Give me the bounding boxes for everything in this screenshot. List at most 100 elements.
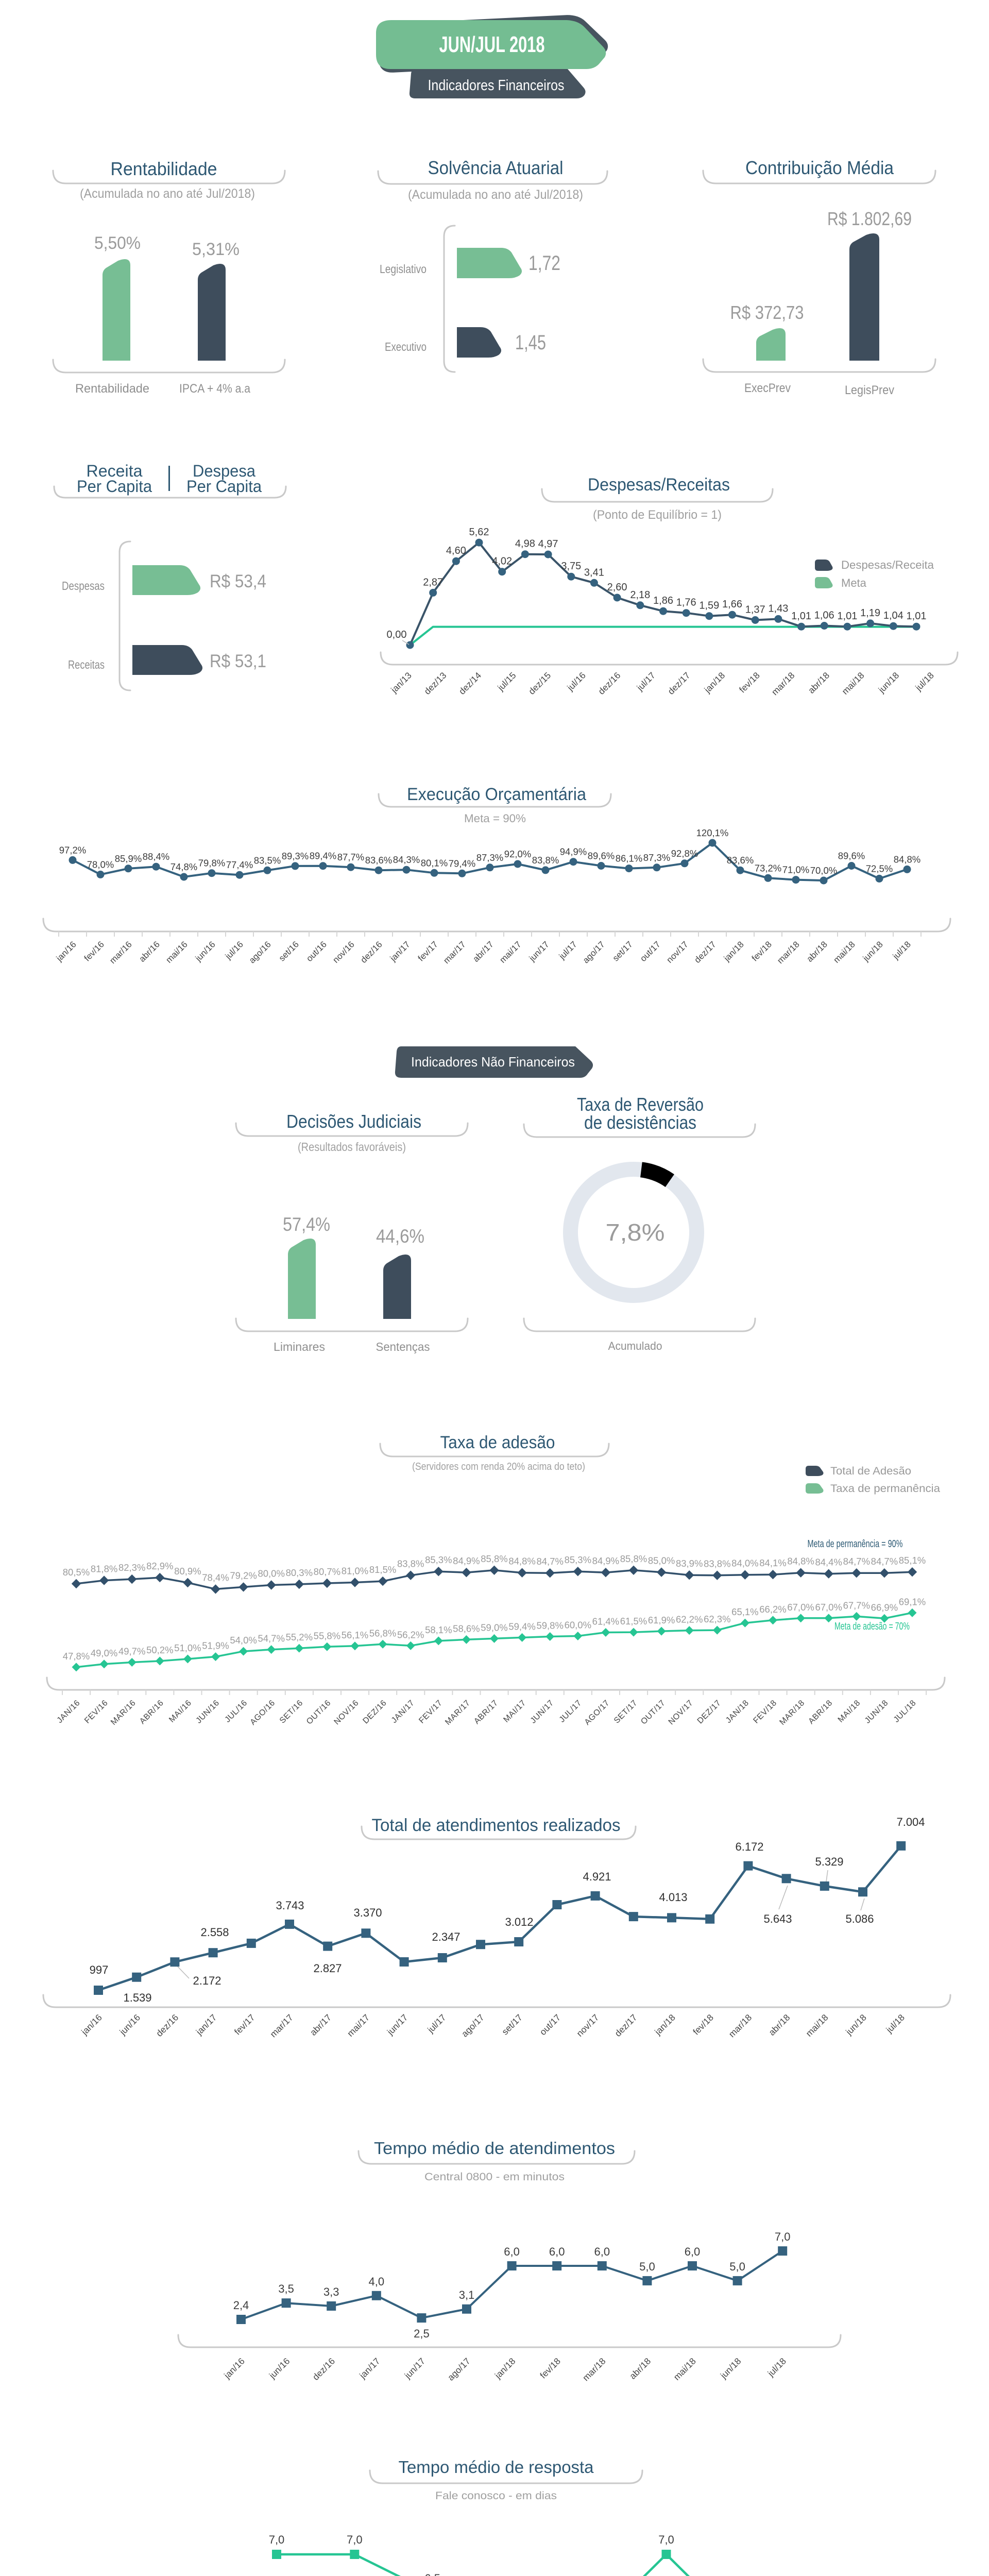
- svg-text:MAR/16: MAR/16: [109, 1699, 138, 1727]
- svg-text:jun/18: jun/18: [861, 939, 885, 963]
- svg-text:4,97: 4,97: [538, 538, 558, 550]
- svg-text:55,2%: 55,2%: [286, 1632, 313, 1642]
- svg-text:59,8%: 59,8%: [536, 1620, 563, 1631]
- svg-text:dez/16: dez/16: [311, 2356, 337, 2382]
- svg-text:mai/17: mai/17: [498, 939, 523, 965]
- svg-text:1,37: 1,37: [745, 604, 765, 616]
- svg-text:4,60: 4,60: [446, 545, 466, 556]
- svg-text:ago/17: ago/17: [459, 2012, 486, 2039]
- svg-text:dez/16: dez/16: [154, 2012, 180, 2039]
- svg-text:nov/16: nov/16: [331, 939, 356, 965]
- svg-text:Per Capita: Per Capita: [186, 477, 262, 496]
- svg-text:(Ponto de Equilíbrio = 1): (Ponto de Equilíbrio = 1): [593, 508, 722, 522]
- svg-text:jun/16: jun/16: [193, 939, 217, 963]
- svg-text:1,01: 1,01: [791, 611, 811, 622]
- svg-text:51,0%: 51,0%: [174, 1642, 201, 1653]
- svg-text:2.827: 2.827: [313, 1962, 342, 1975]
- svg-text:Despesa: Despesa: [193, 462, 255, 480]
- svg-text:5.329: 5.329: [815, 1855, 843, 1868]
- svg-text:JUL/18: JUL/18: [892, 1699, 918, 1724]
- svg-text:3,5: 3,5: [278, 2282, 294, 2295]
- svg-text:fev/18: fev/18: [737, 670, 762, 695]
- svg-text:out/16: out/16: [304, 939, 329, 963]
- svg-text:89,6%: 89,6%: [838, 851, 865, 861]
- svg-text:jun/17: jun/17: [385, 2012, 410, 2038]
- svg-text:FEV/17: FEV/17: [417, 1699, 444, 1725]
- svg-text:Rentabilidade: Rentabilidade: [75, 382, 149, 396]
- svg-text:nov/17: nov/17: [574, 2012, 601, 2039]
- svg-text:56,8%: 56,8%: [369, 1628, 396, 1638]
- svg-text:1,04: 1,04: [883, 610, 903, 621]
- svg-text:84,3%: 84,3%: [393, 854, 420, 865]
- svg-text:jul/16: jul/16: [223, 939, 245, 961]
- svg-text:2.558: 2.558: [200, 1926, 229, 1939]
- svg-text:85,8%: 85,8%: [620, 1553, 647, 1564]
- svg-text:58,6%: 58,6%: [453, 1623, 480, 1634]
- svg-text:5,31%: 5,31%: [192, 240, 240, 259]
- svg-text:5,0: 5,0: [639, 2260, 655, 2273]
- svg-text:dez/15: dez/15: [526, 670, 553, 697]
- svg-text:ABR/18: ABR/18: [807, 1699, 834, 1726]
- svg-text:50,2%: 50,2%: [146, 1645, 173, 1655]
- svg-text:mar/18: mar/18: [775, 939, 802, 965]
- svg-text:jun/18: jun/18: [718, 2356, 743, 2381]
- svg-text:Despesas/Receitas: Despesas/Receitas: [588, 475, 730, 495]
- svg-text:56,1%: 56,1%: [342, 1630, 368, 1640]
- svg-text:OUT/17: OUT/17: [639, 1699, 667, 1726]
- svg-text:1,76: 1,76: [676, 597, 696, 608]
- svg-text:OUT/16: OUT/16: [305, 1699, 333, 1726]
- svg-text:7,0: 7,0: [658, 2533, 674, 2546]
- svg-text:84,9%: 84,9%: [592, 1555, 619, 1566]
- svg-text:83,8%: 83,8%: [704, 1558, 730, 1569]
- svg-text:jul/18: jul/18: [913, 670, 935, 693]
- svg-text:LegisPrev: LegisPrev: [845, 383, 894, 397]
- svg-text:Contribuição Média: Contribuição Média: [745, 157, 894, 178]
- svg-text:fev/17: fev/17: [232, 2012, 257, 2037]
- svg-text:73,2%: 73,2%: [755, 862, 781, 873]
- svg-text:4.013: 4.013: [659, 1891, 687, 1904]
- svg-text:65,1%: 65,1%: [731, 1606, 758, 1617]
- svg-text:87,7%: 87,7%: [337, 852, 364, 862]
- svg-text:3.743: 3.743: [276, 1899, 304, 1912]
- svg-text:6,0: 6,0: [549, 2245, 565, 2258]
- svg-text:2.172: 2.172: [193, 1974, 221, 1987]
- svg-text:5,0: 5,0: [729, 2260, 745, 2273]
- svg-text:58,1%: 58,1%: [425, 1624, 452, 1635]
- svg-text:Total de Adesão: Total de Adesão: [830, 1465, 911, 1477]
- svg-text:JUN/JUL 2018: JUN/JUL 2018: [439, 32, 545, 57]
- svg-text:jun/16: jun/16: [117, 2012, 142, 2038]
- svg-text:97,2%: 97,2%: [59, 844, 86, 855]
- svg-text:Meta: Meta: [841, 577, 867, 589]
- svg-text:Rentabilidade: Rentabilidade: [111, 158, 217, 179]
- svg-text:Taxa de Reversão: Taxa de Reversão: [577, 1094, 704, 1115]
- svg-text:ago/17: ago/17: [581, 939, 607, 965]
- svg-text:3,3: 3,3: [323, 2285, 339, 2298]
- svg-text:84,8%: 84,8%: [894, 854, 920, 865]
- svg-text:(Acumulada no ano até Jul/2018: (Acumulada no ano até Jul/2018): [80, 187, 255, 201]
- svg-text:abr/18: abr/18: [806, 670, 831, 696]
- svg-text:JUL/16: JUL/16: [223, 1699, 249, 1724]
- svg-text:88,4%: 88,4%: [143, 851, 169, 862]
- svg-text:6,0: 6,0: [504, 2245, 520, 2258]
- svg-text:120,1%: 120,1%: [696, 827, 729, 838]
- svg-text:MAI/17: MAI/17: [502, 1699, 527, 1724]
- svg-text:0,00: 0,00: [387, 629, 407, 640]
- svg-text:jan/18: jan/18: [722, 939, 746, 963]
- svg-text:fev/18: fev/18: [750, 939, 774, 963]
- svg-text:54,7%: 54,7%: [258, 1633, 284, 1644]
- svg-text:79,2%: 79,2%: [230, 1570, 257, 1581]
- svg-text:Meta de adesão = 70%: Meta de adesão = 70%: [834, 1621, 910, 1632]
- svg-text:mar/18: mar/18: [770, 670, 797, 698]
- svg-text:83,5%: 83,5%: [254, 855, 281, 866]
- svg-text:997: 997: [90, 1963, 109, 1976]
- svg-text:jan/16: jan/16: [79, 2012, 104, 2038]
- svg-text:84,8%: 84,8%: [508, 1556, 535, 1567]
- svg-text:AGO/17: AGO/17: [583, 1699, 611, 1727]
- svg-text:81,8%: 81,8%: [91, 1564, 117, 1574]
- svg-text:4,0: 4,0: [369, 2275, 385, 2288]
- svg-text:59,0%: 59,0%: [481, 1622, 507, 1633]
- svg-text:JAN/18: JAN/18: [724, 1699, 751, 1725]
- svg-text:dez/13: dez/13: [422, 670, 448, 697]
- svg-text:Indicadores Financeiros: Indicadores Financeiros: [428, 77, 565, 94]
- svg-text:83,8%: 83,8%: [532, 855, 559, 866]
